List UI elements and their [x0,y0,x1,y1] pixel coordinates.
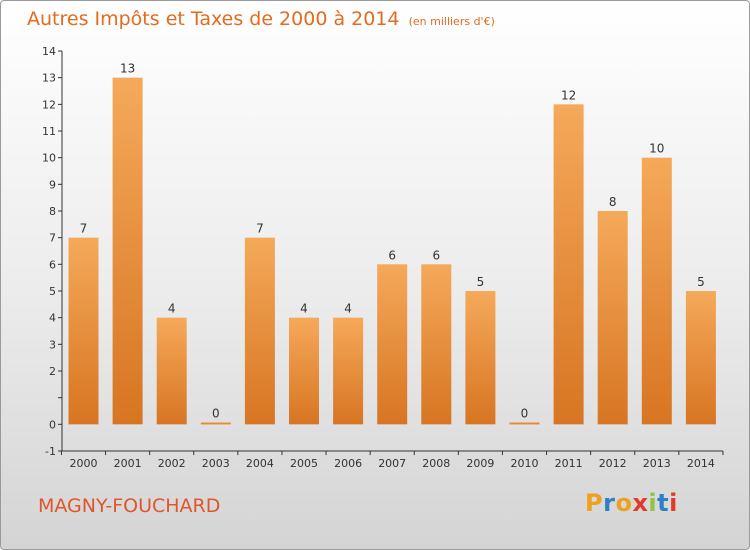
y-tick-label: -1 [45,445,56,458]
y-tick-label: 14 [42,45,56,58]
commune-name: MAGNY-FOUCHARD [38,495,221,517]
y-tick-label: 0 [49,418,56,431]
data-label-2005: 4 [300,302,308,316]
bar-2012 [597,211,628,425]
y-tick-label: 7 [49,232,56,245]
bar-2010 [509,422,540,425]
bar-2001 [112,77,143,425]
bar-2005 [289,317,319,425]
x-tick-label-2012: 2012 [599,457,627,470]
bar-2013 [641,157,672,425]
bar-2007 [377,264,408,425]
x-tick-label-2005: 2005 [290,457,318,470]
data-label-2003: 0 [212,406,220,420]
y-tick-label: 8 [49,205,56,218]
axes: -1 0 2 3 4 5 6 7 8 9 10 11 12 13 14 2000 2001 2002 2003 200… [42,45,724,470]
y-tick-label: 9 [49,178,56,191]
x-tick-label-2008: 2008 [422,457,450,470]
logo-letter: r [603,489,616,517]
bar-2003 [200,422,231,425]
x-tick-label-2000: 2000 [70,457,98,470]
data-label-2013: 10 [649,142,664,156]
chart-title: Autres Impôts et Taxes de 2000 à 2014 (e… [27,8,495,30]
y-tick-label: 12 [42,98,56,111]
proxiti-logo: Proxiti [585,489,678,517]
x-tick-label-2007: 2007 [378,457,406,470]
y-tick-label: 5 [49,285,56,298]
x-tick-label-2003: 2003 [202,457,230,470]
y-tick-label: 11 [42,125,56,138]
data-label-2002: 4 [168,302,176,316]
bars: 7 13 4 0 7 4 4 6 6 5 0 12 8 10 5 [68,62,716,425]
bar-2006 [333,317,364,425]
x-tick-label-2006: 2006 [334,457,362,470]
bar-2004 [244,237,275,425]
data-label-2000: 7 [80,222,88,236]
data-label-2009: 5 [477,275,485,289]
y-tick-label: 4 [49,312,56,325]
logo-letter: P [585,489,604,517]
x-tick-label-2004: 2004 [246,457,274,470]
logo-letter: i [669,489,678,517]
x-tick-label-2011: 2011 [555,457,583,470]
y-tick-label: 6 [49,258,56,271]
data-label-2014: 5 [697,275,705,289]
data-label-2001: 13 [120,62,135,76]
x-tick-label-2009: 2009 [466,457,494,470]
data-label-2011: 12 [561,88,576,102]
chart-title-text: Autres Impôts et Taxes de 2000 à 2014 [27,8,400,30]
data-label-2012: 8 [609,195,617,209]
bar-2014 [685,291,716,425]
data-label-2006: 4 [344,302,352,316]
bar-2011 [553,104,584,425]
data-label-2007: 6 [388,248,396,262]
y-tick-label: 10 [42,152,56,165]
x-tick-label-2014: 2014 [687,457,715,470]
bar-2000 [68,237,99,425]
y-tick-label: 2 [49,365,56,378]
logo-letter: t [657,489,670,517]
bar-2009 [465,291,496,425]
x-tick-label-2002: 2002 [158,457,186,470]
y-tick-label: 3 [49,338,56,351]
y-tick-label: 13 [42,72,56,85]
logo-letter: o [615,489,633,517]
data-label-2004: 7 [256,222,264,236]
x-tick-label-2010: 2010 [511,457,539,470]
bar-2008 [421,264,452,425]
logo-letter: i [648,489,658,517]
bar-2002 [156,317,187,425]
x-tick-label-2013: 2013 [643,457,671,470]
logo-letter: x [632,489,649,517]
x-tick-label-2001: 2001 [114,457,142,470]
chart-unit-label: (en milliers d'€) [408,15,495,28]
data-label-2008: 6 [432,248,440,262]
data-label-2010: 0 [521,406,529,420]
